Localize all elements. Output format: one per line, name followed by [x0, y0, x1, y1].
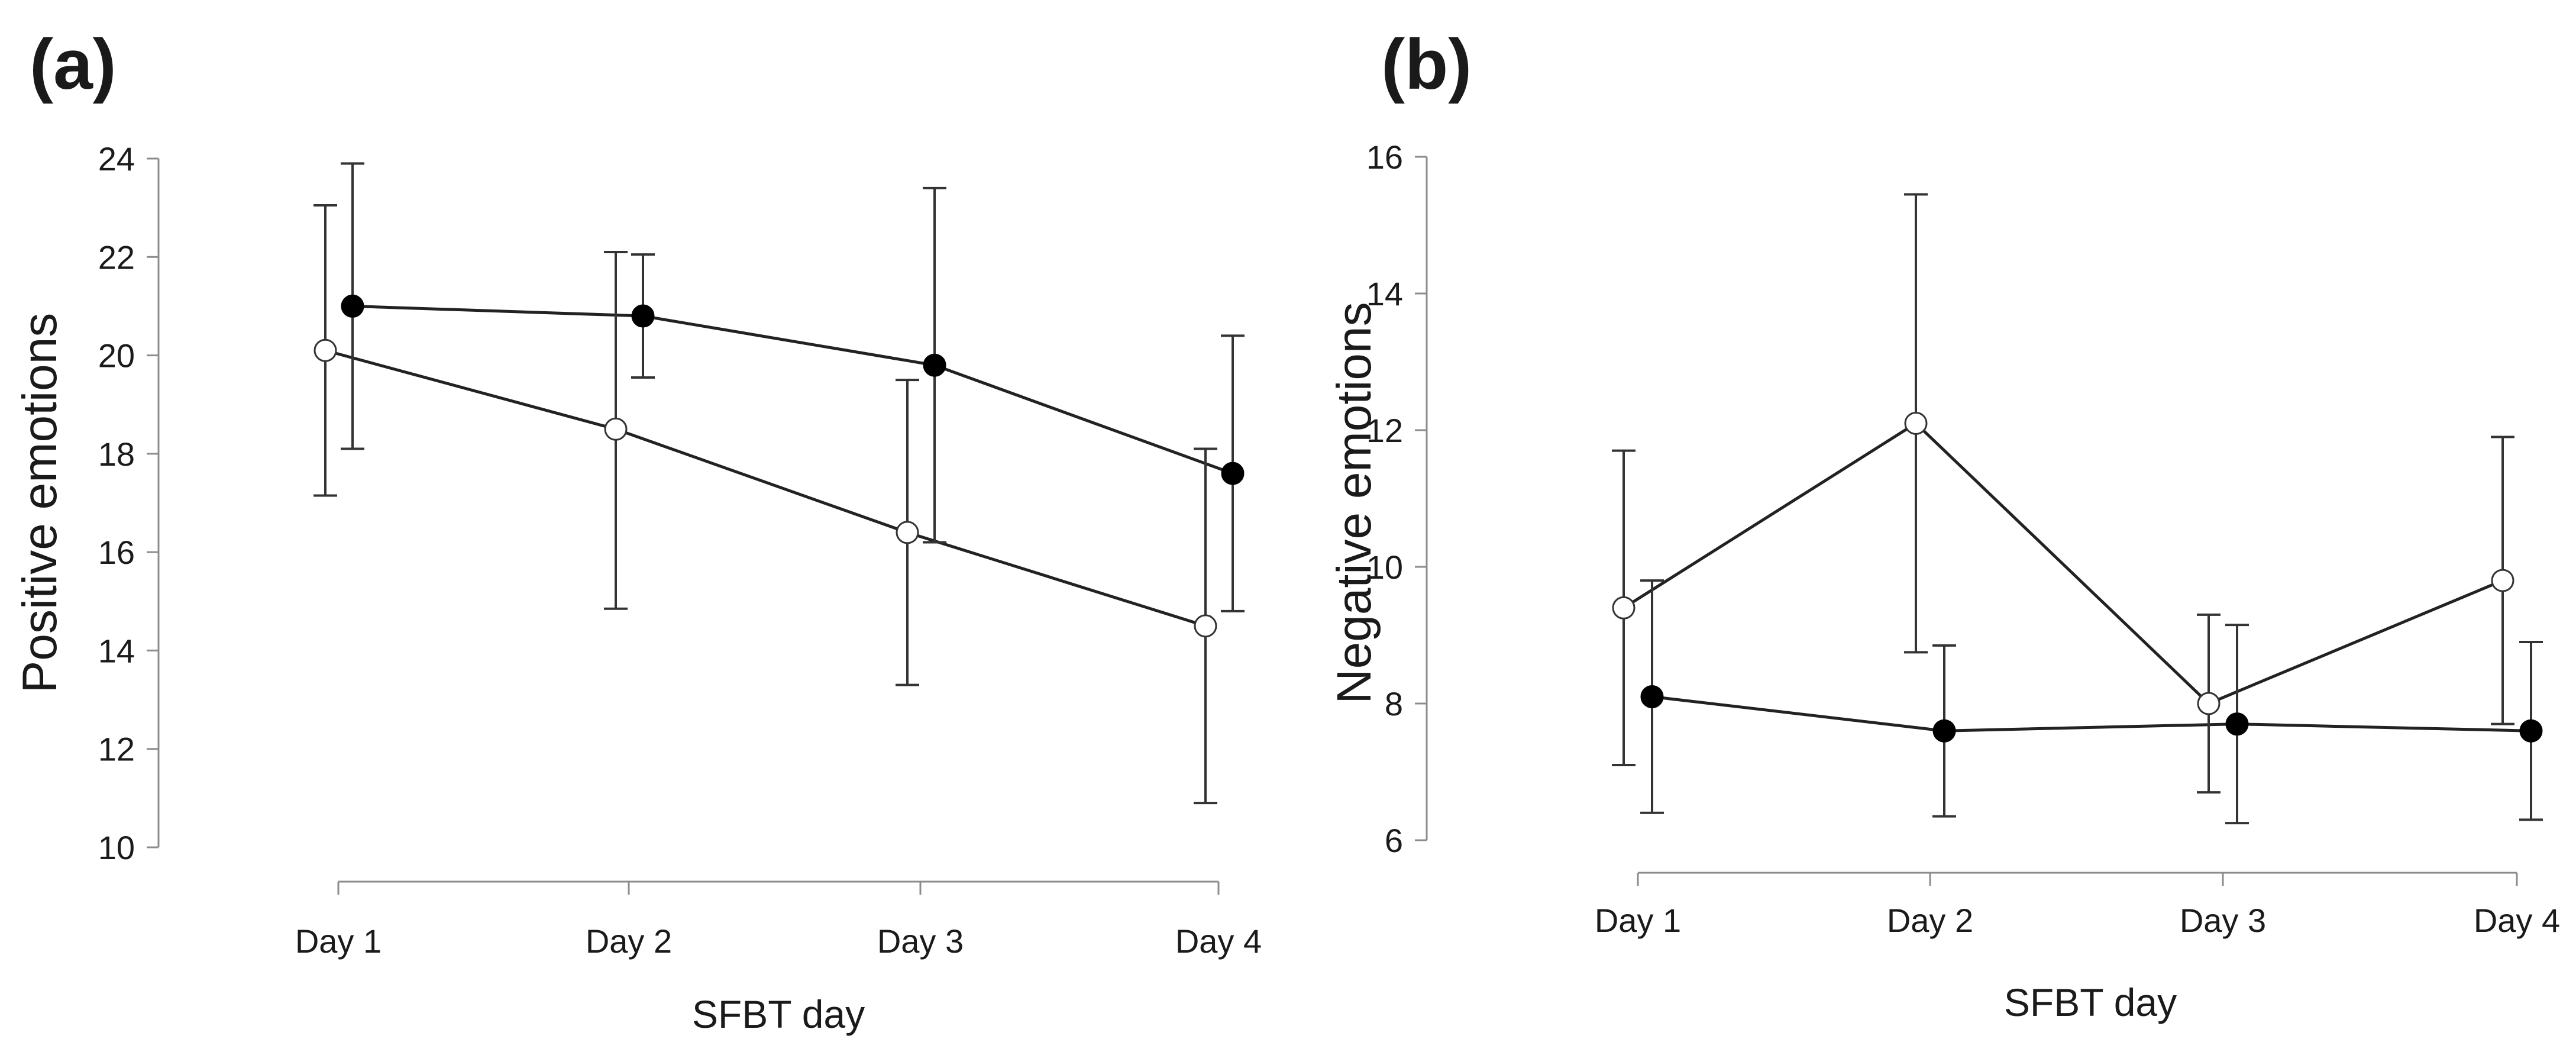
panel-a-point-open	[1194, 614, 1217, 638]
panel-a-series-line-filled	[352, 304, 1233, 475]
panel-a-label: (a)	[30, 25, 117, 104]
panel-a-y-tick-label: 12	[98, 731, 135, 768]
panel-b-y-tick-label: 6	[1385, 822, 1403, 859]
panel-b-point-open	[2491, 569, 2514, 592]
panel-a-point-open	[604, 417, 628, 441]
panel-a-y-tick-label: 22	[98, 238, 135, 276]
panel-b-x-tick-label: Day 4	[2474, 902, 2560, 939]
panel-b-x-axis-title: SFBT day	[2004, 980, 2177, 1024]
panel-a-point-open	[896, 521, 919, 544]
panel-a-y-tick-label: 18	[98, 435, 135, 473]
panel-a-y-tick-label: 24	[98, 140, 135, 178]
panel-b-point-open	[1612, 596, 1636, 620]
panel-b-x-tick-label: Day 1	[1595, 902, 1681, 939]
panel-b-series-line-open	[1622, 421, 2503, 705]
panel-b-series-line-filled	[1651, 695, 2532, 733]
panel-b-y-axis-title: Negative emotions	[1327, 302, 1381, 704]
panel-a-point-filled	[631, 304, 655, 328]
panel-b-label: (b)	[1381, 25, 1472, 104]
panel-a-x-tick-label: Day 4	[1175, 922, 1262, 960]
panel-a-point-filled	[341, 294, 364, 318]
panel-b-point-open	[2197, 692, 2221, 715]
panel-a-x-tick-label: Day 3	[877, 922, 964, 960]
panel-a-point-filled	[923, 353, 946, 377]
panel-a-x-tick-label: Day 2	[586, 922, 672, 960]
panel-b-point-filled	[2225, 712, 2249, 736]
panel-b-y-tick-label: 12	[1366, 412, 1403, 449]
panel-a-point-filled	[1221, 462, 1245, 485]
panel-b-point-filled	[2519, 719, 2543, 743]
panel-b-y-tick-label: 16	[1366, 138, 1403, 176]
panel-a-series-line-open	[325, 349, 1206, 628]
panel-a-y-axis-title: Positive emotions	[13, 313, 67, 693]
panel-a-y-tick-label: 16	[98, 534, 135, 571]
panel-a-y-tick-label: 14	[98, 632, 135, 669]
panel-a-x-tick-label: Day 1	[295, 922, 382, 960]
panel-a-x-axis-title: SFBT day	[692, 992, 865, 1036]
panel-b-x-tick-label: Day 3	[2180, 902, 2266, 939]
panel-b-point-filled	[1640, 685, 1664, 708]
panel-b-x-tick-label: Day 2	[1887, 902, 1973, 939]
panel-b-point-open	[1904, 411, 1928, 435]
panel-b-chart: (b) 6 8 10 12 14 16 Negative emotions Day 1 Day 2…	[1327, 25, 2560, 1024]
panel-a-y-tick-label: 20	[98, 337, 135, 375]
panel-b-y-tick-label: 10	[1366, 549, 1403, 586]
panel-a-point-open	[313, 338, 337, 362]
panel-a-y-tick-label: 10	[98, 829, 135, 866]
panel-b-point-filled	[1932, 719, 1956, 743]
panel-a-chart: (a) 10 12 14 16 18 20 22 24 Positive emotions Day …	[13, 25, 1262, 1036]
panel-b-y-tick-label: 14	[1366, 275, 1403, 312]
panel-b-y-tick-label: 8	[1385, 685, 1403, 722]
